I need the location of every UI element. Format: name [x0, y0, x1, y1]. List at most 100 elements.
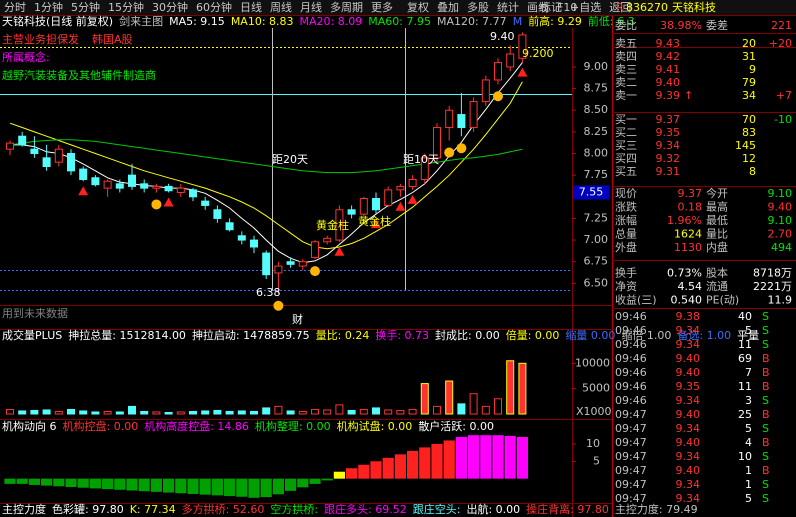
stat-value: 9.10: [768, 187, 793, 200]
indicator-bar: [272, 478, 284, 495]
book-price: 9.32: [656, 152, 681, 165]
candle-body: [298, 261, 307, 267]
indicator-bar: [224, 478, 236, 497]
book-arrow: ↑: [684, 89, 693, 102]
candle-body: [396, 185, 405, 191]
toolbar-button[interactable]: F10: [557, 1, 577, 14]
trade-volume: 4: [745, 436, 752, 449]
trade-time: 09:46: [615, 338, 647, 351]
candle-body: [54, 148, 63, 163]
bottom-label: K: 77.34: [130, 503, 176, 516]
volume-bar: [518, 362, 527, 415]
volume-label: 量比: 0.24: [316, 329, 370, 342]
toolbar-button[interactable]: 更多: [371, 0, 393, 14]
bottom-label: 操庄背离: 97.80: [526, 502, 609, 516]
toolbar-button[interactable]: 日线: [240, 0, 262, 14]
candle-body: [201, 200, 210, 206]
stat-label: 外盘: [615, 240, 637, 254]
book-label: 卖一: [615, 89, 637, 102]
toolbar-button[interactable]: 标记: [540, 0, 562, 14]
trade-time: 09:47: [615, 422, 647, 435]
bottom-label: 空方拱桥:: [270, 502, 318, 516]
toolbar-button[interactable]: 1分钟: [34, 0, 63, 14]
candle-body: [176, 187, 185, 193]
toolbar-button[interactable]: 返回: [609, 1, 631, 14]
trade-volume: 5: [745, 492, 752, 505]
toolbar-button[interactable]: +自选: [570, 1, 601, 14]
signal-icon: [395, 201, 406, 211]
y-tick-label: 5: [593, 454, 600, 467]
trade-time: 09:46: [615, 352, 647, 365]
trade-price: 9.34: [676, 450, 701, 463]
volume-bar: [189, 410, 197, 415]
indicator-label: 机构动向 6: [2, 419, 57, 433]
volume-bar: [262, 407, 271, 415]
y-tick-label: 10: [586, 437, 600, 450]
indicator-bar: [443, 440, 455, 479]
indicator-bar: [504, 435, 516, 479]
signal-icon: [407, 194, 418, 204]
indicator-bar: [358, 464, 370, 479]
y-tick-label: 6.75: [584, 255, 609, 268]
trade-price: 9.34: [676, 422, 701, 435]
signal-icon: [273, 300, 284, 311]
book-change: +7: [776, 89, 792, 102]
toolbar-button[interactable]: 60分钟: [196, 0, 232, 14]
candle-body: [91, 177, 100, 186]
trade-volume: 11: [738, 380, 752, 393]
stat-value: 1.96%: [667, 214, 702, 227]
trade-price: 9.40: [676, 408, 701, 421]
indicator-bar: [285, 478, 297, 491]
candle-body: [115, 183, 124, 189]
trade-side: B: [762, 380, 770, 393]
value: 221: [771, 19, 792, 32]
candle-body: [67, 153, 75, 172]
trade-price: 9.35: [676, 380, 701, 393]
candle-body: [103, 180, 112, 189]
toolbar-button[interactable]: 30分钟: [152, 0, 188, 14]
toolbar-button[interactable]: 统计: [497, 1, 519, 14]
indicator-bar: [102, 478, 114, 490]
price-marker-box: [573, 185, 609, 200]
volume-label: 备选: 1.00: [677, 328, 731, 342]
toolbar-button[interactable]: 画线: [527, 0, 549, 14]
book-label: 买二: [615, 126, 637, 139]
indicator-bar: [260, 478, 272, 498]
stat-label: 换手: [615, 266, 637, 280]
label: 委比: [615, 19, 637, 32]
toolbar-button[interactable]: 分时: [4, 1, 26, 14]
stat-value: 11.9: [768, 294, 793, 307]
toolbar-button[interactable]: 周线: [270, 0, 292, 14]
toolbar-button[interactable]: 叠加: [437, 1, 459, 14]
volume-bar: [408, 408, 417, 415]
trade-volume: 5: [745, 422, 752, 435]
stat-value: 9.40: [768, 201, 793, 214]
volume-bar: [140, 410, 149, 415]
indicator-label: MA60: 7.95: [368, 15, 431, 28]
volume-bar: [115, 411, 124, 415]
signal-icon: [456, 143, 467, 154]
toolbar-button[interactable]: 15分钟: [108, 0, 144, 14]
candle-body: [481, 79, 490, 103]
book-price: 9.35: [656, 126, 681, 139]
trade-volume: 5: [745, 324, 752, 337]
bottom-label: 主控力度: 79.49: [615, 502, 698, 516]
stat-value: 494: [771, 241, 792, 254]
volume-bar: [103, 410, 112, 415]
y-tick-label: 6.50: [584, 276, 609, 289]
indicator-bar: [455, 436, 467, 479]
toolbar-button[interactable]: 复权: [407, 0, 429, 14]
indicator-label: 剑来主图: [119, 14, 163, 28]
toolbar-button[interactable]: 多股: [467, 0, 489, 14]
toolbar-button[interactable]: 多周期: [330, 0, 363, 14]
trade-side: S: [762, 310, 769, 323]
volume-bar: [91, 411, 100, 415]
book-volume: 9: [749, 63, 756, 76]
toolbar-button[interactable]: 5分钟: [71, 0, 100, 14]
y-tick-label: 7.25: [584, 211, 609, 224]
book-volume: 83: [742, 126, 756, 139]
toolbar-button[interactable]: 月线: [300, 0, 322, 14]
trade-side: B: [762, 352, 770, 365]
quote-code: 836270: [626, 1, 668, 14]
